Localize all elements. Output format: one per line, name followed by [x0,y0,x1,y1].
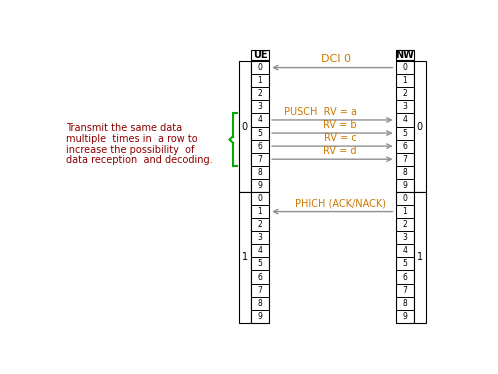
Text: DCI 0: DCI 0 [321,54,351,64]
Text: 4: 4 [402,116,407,125]
Text: 3: 3 [402,233,407,242]
Bar [414,61,426,192]
Text: 2: 2 [402,220,407,229]
Text: 7: 7 [257,155,262,164]
Text: 4: 4 [402,246,407,255]
Text: data reception  and decoding.: data reception and decoding. [66,155,213,165]
Text: 3: 3 [257,233,262,242]
Text: 0: 0 [257,194,262,203]
Text: 2: 2 [257,89,262,98]
Text: 3: 3 [257,102,262,111]
Text: 9: 9 [402,312,407,321]
Text: 1: 1 [257,76,262,85]
Text: 7: 7 [257,286,262,295]
Text: 5: 5 [402,260,407,269]
Text: 0: 0 [417,122,423,132]
Text: 9: 9 [257,181,262,190]
Bar [250,192,269,323]
Text: 8: 8 [402,168,407,177]
Text: 5: 5 [257,129,262,138]
Text: 7: 7 [402,155,407,164]
Text: 4: 4 [257,246,262,255]
Text: 8: 8 [402,299,407,308]
Text: 9: 9 [402,181,407,190]
Text: 1: 1 [402,76,407,85]
Bar [395,50,414,60]
Text: Transmit the same data: Transmit the same data [66,123,182,133]
Text: 7: 7 [402,286,407,295]
Text: PUSCH  RV = a: PUSCH RV = a [284,107,357,117]
Text: 6: 6 [257,142,262,151]
Text: UE: UE [252,50,267,60]
Text: 6: 6 [402,273,407,282]
Bar [239,61,250,192]
Text: 9: 9 [257,312,262,321]
Text: increase the possibility  of: increase the possibility of [66,145,195,154]
Text: 5: 5 [257,260,262,269]
Text: 0: 0 [402,63,407,72]
Bar [414,192,426,323]
Text: RV = d: RV = d [323,146,357,156]
Text: 0: 0 [402,194,407,203]
Text: 8: 8 [257,299,262,308]
Text: 8: 8 [257,168,262,177]
Text: 4: 4 [257,116,262,125]
Text: 2: 2 [257,220,262,229]
Text: 0: 0 [242,122,248,132]
Text: 1: 1 [257,207,262,216]
Text: PHICH (ACK/NACK): PHICH (ACK/NACK) [295,199,385,209]
Bar [250,61,269,192]
Text: 1: 1 [402,207,407,216]
Text: multiple  times in  a row to: multiple times in a row to [66,134,198,144]
Text: 0: 0 [257,63,262,72]
Text: RV = c: RV = c [324,133,357,143]
Text: RV = b: RV = b [323,120,357,130]
Text: 2: 2 [402,89,407,98]
Text: 3: 3 [402,102,407,111]
Bar [250,50,269,60]
Text: 1: 1 [242,252,248,263]
Bar [395,192,414,323]
Text: 1: 1 [417,252,423,263]
Bar [239,192,250,323]
Text: 5: 5 [402,129,407,138]
Bar [395,61,414,192]
Text: 6: 6 [402,142,407,151]
Text: 6: 6 [257,273,262,282]
Text: NW: NW [395,50,414,60]
